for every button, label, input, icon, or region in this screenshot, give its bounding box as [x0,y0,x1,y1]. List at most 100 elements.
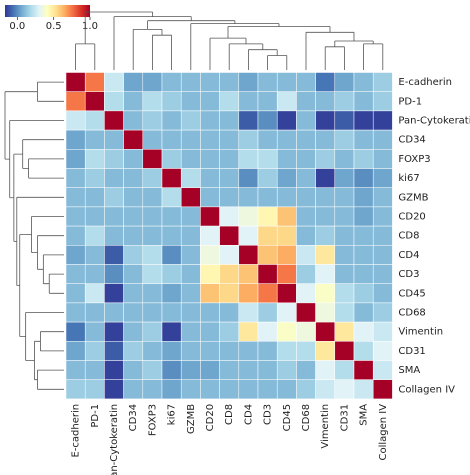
heatmap-cell [161,129,182,150]
heatmap-cell [84,129,105,150]
row-label: CD45 [398,288,425,299]
heatmap-cell [315,72,336,92]
row-label: CD20 [398,212,425,223]
heatmap-cell [180,110,201,131]
heatmap-cell [257,341,278,361]
heatmap-cell [353,187,374,208]
heatmap-cell [161,245,182,265]
heatmap-cell [257,110,278,131]
heatmap-cell [180,264,201,284]
heatmap-cell [257,264,278,284]
heatmap-cell [257,283,278,304]
heatmap-cell [65,187,86,208]
column-label: CD20 [205,404,216,431]
heatmap-cell [142,302,163,323]
heatmap-cell [372,149,393,169]
heatmap-cell [200,129,220,150]
heatmap-cell [104,168,124,188]
heatmap-cell [84,341,105,361]
heatmap-cell [257,360,278,380]
heatmap-cell [142,72,163,92]
heatmap-cell [276,129,297,150]
heatmap-cell [104,341,124,361]
heatmap-cell [219,245,240,265]
heatmap-cell [372,129,393,150]
heatmap-cell [104,187,124,208]
heatmap-cell [200,225,220,246]
heatmap-cell [161,187,182,208]
heatmap-cell [276,360,297,380]
heatmap-cell [65,360,86,380]
heatmap-cell [257,129,278,150]
heatmap-cell [219,341,240,361]
heatmap-cell [123,302,144,323]
heatmap-cell [372,187,393,208]
heatmap-cell [353,302,374,323]
heatmap-cell [104,110,124,131]
heatmap-cell [180,360,201,380]
heatmap-cell [296,168,316,188]
row-label: E-cadherin [398,77,452,88]
heatmap-cell [123,91,144,112]
heatmap-cell [142,264,163,284]
heatmap-cell [238,129,259,150]
heatmap-cell [238,341,259,361]
heatmap-cell [276,187,297,208]
heatmap-cell [123,321,144,342]
heatmap-cell [180,206,201,227]
heatmap-cell [372,379,393,400]
heatmap-cell [257,379,278,400]
column-label: SMA [359,404,370,426]
heatmap-cell [180,379,201,400]
heatmap-cell [65,110,86,131]
heatmap-cell [372,91,393,112]
heatmap-cell [334,341,355,361]
heatmap-cell [372,245,393,265]
row-label: CD8 [398,231,419,242]
column-dendrogram [75,11,384,70]
column-label: GZMB [186,404,197,434]
heatmap-cell [334,91,355,112]
heatmap-cell [353,341,374,361]
heatmap-cell [276,91,297,112]
heatmap-cell [142,245,163,265]
heatmap-cell [200,379,220,400]
heatmap-cell [257,206,278,227]
heatmap-cell [200,110,220,131]
heatmap-cell [200,360,220,380]
heatmap-cell [334,302,355,323]
heatmap-cell [276,379,297,400]
heatmap-cell [296,91,316,112]
row-label: CD68 [398,308,425,319]
heatmap-cell [315,360,336,380]
heatmap-cell [257,168,278,188]
heatmap-cell [238,91,259,112]
column-label: CD45 [282,404,293,431]
heatmap-cell [315,321,336,342]
heatmap-cell [104,129,124,150]
heatmap-cell [84,110,105,131]
heatmap-cell [276,264,297,284]
heatmap-cell [315,341,336,361]
heatmap-cell [161,149,182,169]
heatmap-cell [161,341,182,361]
heatmap-cell [123,245,144,265]
heatmap-cell [200,245,220,265]
column-label: Collagen IV [378,404,389,461]
heatmap-cell [334,110,355,131]
heatmap-cell [315,264,336,284]
column-label: ki67 [167,404,178,425]
colorbar-tick-label: 0.5 [46,21,62,32]
heatmap-cell [84,225,105,246]
heatmap-cell [315,187,336,208]
heatmap-cell [372,168,393,188]
column-label: E-cadherin [71,404,82,458]
heatmap-cell [296,149,316,169]
heatmap-cell [334,225,355,246]
heatmap-cell [142,168,163,188]
heatmap-cell [238,283,259,304]
heatmap-cell [84,91,105,112]
heatmap-cell [334,379,355,400]
heatmap-cell [84,149,105,169]
heatmap-cell [123,72,144,92]
